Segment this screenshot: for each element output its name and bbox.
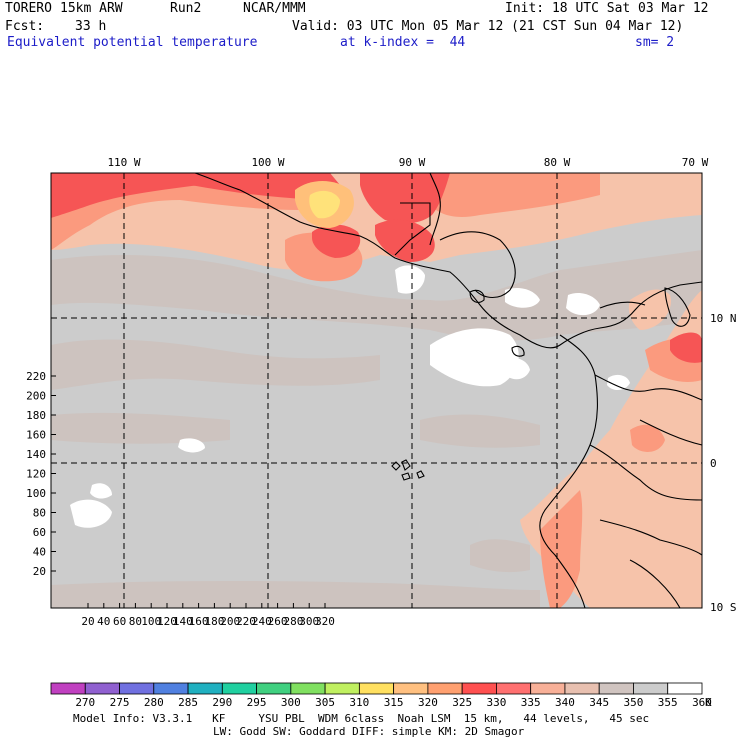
x-tick-label: 180 [204,615,224,628]
axes: 20 40 60 80 10012014016018020022024026028030… [26,156,736,628]
run-label: Run2 [170,1,202,16]
x-tick-label: 260 [268,615,288,628]
colorbar-label: 345 [589,696,609,709]
y-tick-label: 60 [33,526,46,539]
colorbar-swatch [530,682,566,695]
latlon-grid [51,173,702,608]
forecast-label: Fcst: [5,19,45,34]
x-tick-label: 240 [252,615,272,628]
colorbar-label: 290 [212,696,232,709]
colorbar-swatch [84,682,120,695]
latitude-label: 10 S [710,601,737,614]
colorbar-label: 295 [247,696,267,709]
model-name: TORERO [5,1,52,16]
colorbar-swatch [358,682,395,695]
colorbar-label: 315 [384,696,404,709]
x-tick-label: 40 [97,615,110,628]
valid-time: Valid: 03 UTC Mon 05 Mar 12 (21 CST Sun … [292,19,684,34]
x-tick-label: 160 [189,615,209,628]
colorbar-swatch [393,682,429,695]
x-tick-label: 20 [81,615,94,628]
latitude-label: 10 N [710,312,737,325]
y-tick-label: 160 [26,429,46,442]
field-name: Equivalent potential temperature [7,35,258,50]
colorbar-label: 300 [281,696,301,709]
forecast-hours: 33 h [75,19,107,34]
model-info-line2: LW: Godd SW: Goddard DIFF: simple KM: 2D… [213,725,525,738]
colorbar-swatch [598,682,634,695]
colorbar-label: 275 [110,696,130,709]
y-tick-label: 220 [26,370,46,383]
theta-e-345-areas [51,250,702,608]
y-tick-label: 180 [26,409,46,422]
org-label: NCAR/MMM [243,1,306,16]
colorbar-label: 325 [452,696,472,709]
longitude-label: 90 W [399,156,426,169]
longitude-label: 70 W [682,156,709,169]
y-tick-label: 80 [33,507,46,520]
colorbar-swatch [667,682,703,695]
x-tick-label: 60 [113,615,126,628]
latitude-label: 0 [710,457,717,470]
x-tick-label: 140 [173,615,193,628]
colorbar-swatch [119,682,155,695]
x-tick-label: 320 [315,615,335,628]
colorbar-label: 310 [349,696,369,709]
colorbar-swatch [221,682,257,695]
y-tick-label: 200 [26,390,46,403]
x-tick-label: 100 [141,615,161,628]
colorbar-label: 335 [521,696,541,709]
map-frame [50,172,703,609]
coastlines [194,172,703,609]
model-resolution: 15km ARW [60,1,123,16]
smoothing-info: sm= 2 [635,35,675,50]
colorbar: 270 275 280 285 290 295 300 305 310 315 320 325 330 3… [50,682,712,709]
colorbar-label: 285 [178,696,198,709]
x-tick-label: 120 [157,615,177,628]
init-time: Init: 18 UTC Sat 03 Mar 12 [505,1,709,16]
x-tick-label: 200 [220,615,240,628]
theta-e-315-areas [309,190,340,219]
x-tick-label: 280 [283,615,303,628]
colorbar-label: 355 [658,696,678,709]
colorbar-swatch [324,682,360,695]
y-tick-label: 100 [26,487,46,500]
colorbar-swatch [290,682,326,695]
colorbar-swatch [256,682,292,695]
colorbar-swatch [50,682,86,695]
colorbar-label: 360 [692,696,712,709]
colorbar-label: 305 [315,696,335,709]
map-panel [50,172,703,609]
longitude-label: 110 W [107,156,140,169]
x-tick-label: 220 [236,615,256,628]
colorbar-swatch [564,682,600,695]
y-tick-label: 120 [26,468,46,481]
x-tick-label: 300 [299,615,319,628]
colorbar-label: 330 [486,696,506,709]
longitude-label: 100 W [251,156,284,169]
colorbar-swatch [187,682,223,695]
colorbar-swatch [633,682,669,695]
colorbar-swatch [496,682,532,695]
y-tick-label: 20 [33,565,46,578]
x-tick-label: 80 [129,615,142,628]
colorbar-swatch [461,682,497,695]
colorbar-swatch [153,682,189,695]
longitude-label: 80 W [544,156,571,169]
colorbar-label: 270 [75,696,95,709]
level-info: at k-index = 44 [340,35,466,50]
colorbar-unit: K [705,696,712,709]
colorbar-label: 340 [555,696,575,709]
y-tick-label: 140 [26,448,46,461]
y-tick-label: 40 [33,546,46,559]
colorbar-label: 350 [624,696,644,709]
colorbar-label: 320 [418,696,438,709]
colorbar-label: 280 [144,696,164,709]
model-info-line1: Model Info: V3.3.1 KF YSU PBL WDM 6class… [73,712,650,725]
colorbar-swatch [427,682,463,695]
